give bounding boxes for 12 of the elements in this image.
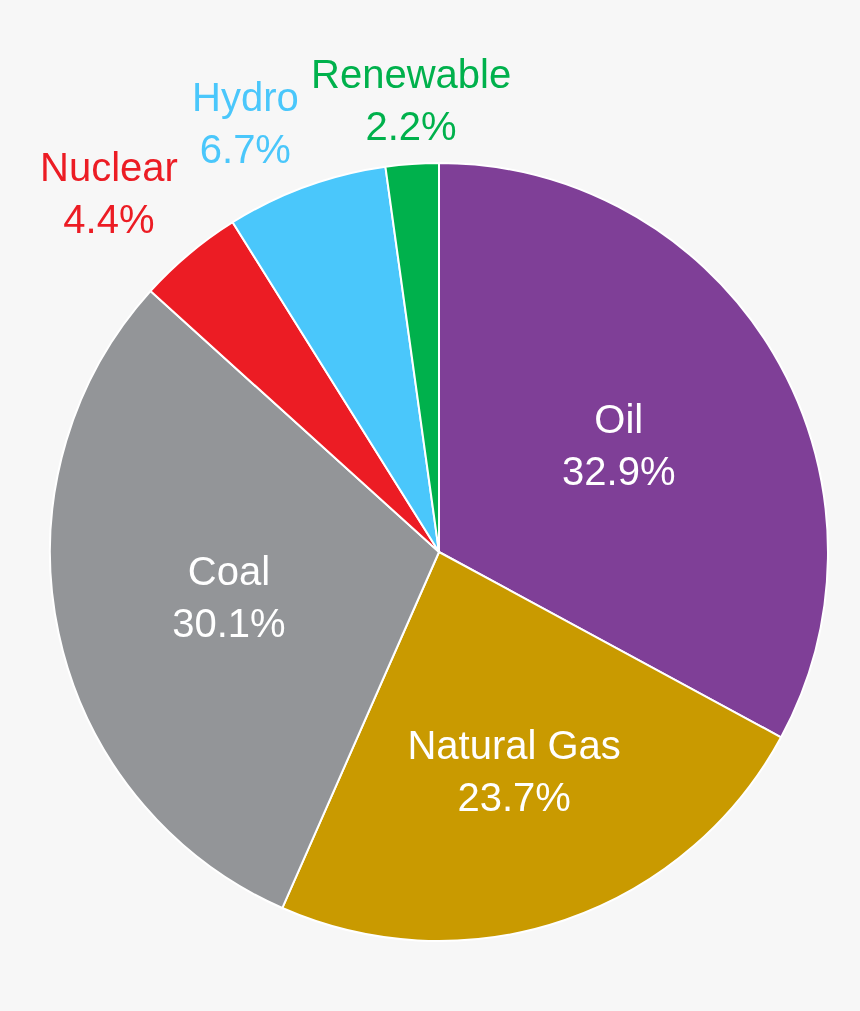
data-label: 6.7%	[199, 127, 291, 171]
data-label: 4.4%	[63, 197, 155, 241]
slice-label: Natural Gas	[407, 723, 621, 768]
data-label: 2.2%	[365, 104, 457, 148]
slice-label: Oil	[594, 396, 644, 441]
slice-label: Nuclear	[40, 145, 178, 189]
data-label: 23.7%	[457, 775, 571, 820]
data-label: 30.1%	[172, 600, 286, 645]
slice-label: Hydro	[192, 75, 299, 119]
slice-label: Renewable	[311, 52, 512, 96]
data-label: 32.9%	[562, 448, 676, 493]
slice-label: Coal	[187, 548, 271, 593]
